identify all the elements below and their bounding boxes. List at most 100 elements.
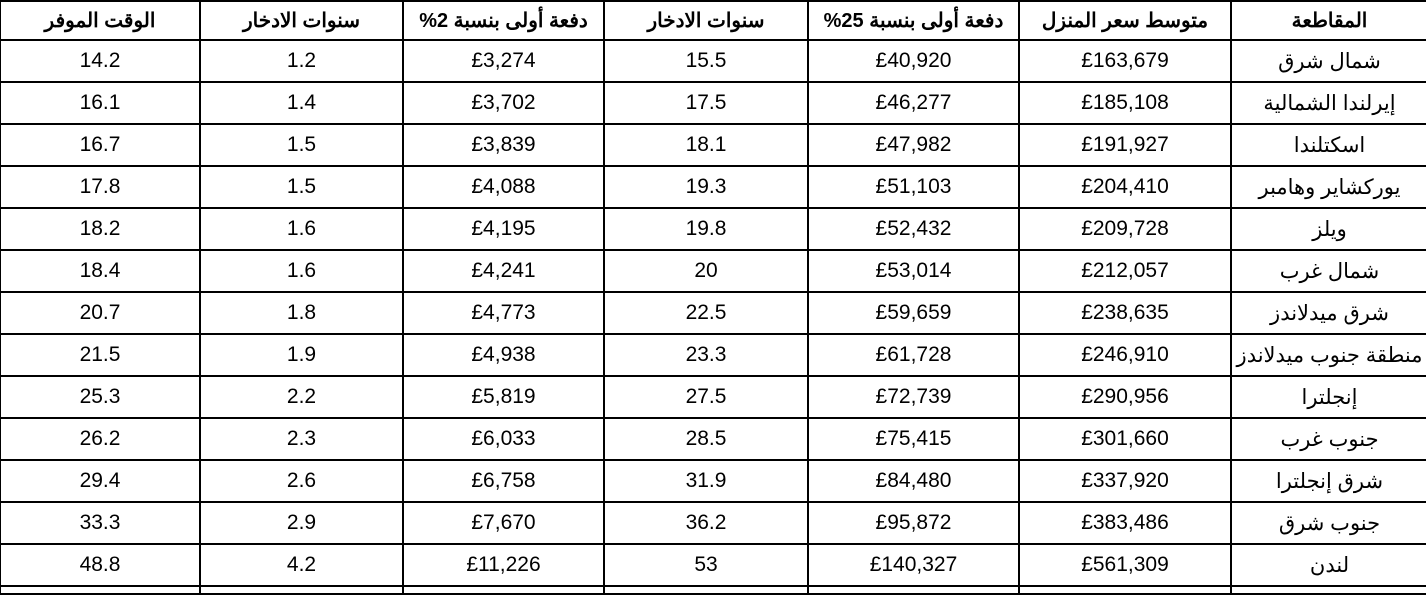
- cell-deposit-2: £4,241: [402, 249, 605, 293]
- cell-deposit-25: £47,982: [807, 123, 1020, 167]
- cell-saving-years-25: 53: [603, 543, 809, 587]
- cell-time-saved: 16.7: [0, 123, 201, 167]
- table-row: منطقة جنوب ميدلاندز £246,910 £61,728 23.3 £4…: [0, 333, 1426, 377]
- cell-region: شمال غرب: [1230, 249, 1426, 293]
- cell-avg-house-price: £209,728: [1018, 207, 1232, 251]
- cell-deposit-2: £3,702: [402, 81, 605, 125]
- cell-deposit-25: £46,277: [807, 81, 1020, 125]
- cell-deposit-2: £5,819: [402, 375, 605, 419]
- cell-deposit-2: £4,773: [402, 291, 605, 335]
- cell-saving-years-2: 1.4: [199, 81, 404, 125]
- cell-saving-years-2: 1.6: [199, 207, 404, 251]
- cell-deposit-25: £61,728: [807, 333, 1020, 377]
- cell-avg-house-price: £204,410: [1018, 165, 1232, 209]
- cell-deposit-2: £3,839: [402, 123, 605, 167]
- cell-empty: [1018, 585, 1232, 595]
- cell-saving-years-2: 2.6: [199, 459, 404, 503]
- cell-saving-years-25: 36.2: [603, 501, 809, 545]
- cell-deposit-25: £51,103: [807, 165, 1020, 209]
- cell-saving-years-2: 1.6: [199, 249, 404, 293]
- table-row: شرق إنجلترا £337,920 £84,480 31.9 £6,758 2.6 2…: [0, 459, 1426, 503]
- table-row: ويلز £209,728 £52,432 19.8 £4,195 1.6 18.2: [0, 207, 1426, 251]
- header-saving-years-25: سنوات الادخار: [603, 0, 809, 41]
- cell-empty: [0, 585, 201, 595]
- cell-avg-house-price: £185,108: [1018, 81, 1232, 125]
- cell-region: اسكتلندا: [1230, 123, 1426, 167]
- table-row: شرق ميدلاندز £238,635 £59,659 22.5 £4,773 1.8…: [0, 291, 1426, 335]
- cell-deposit-25: £53,014: [807, 249, 1020, 293]
- header-row: المقاطعة متوسط سعر المنزل دفعة أولى بنسبة …: [0, 0, 1426, 41]
- table-row: لندن £561,309 £140,327 53 £11,226 4.2 48.8: [0, 543, 1426, 587]
- cell-region: إيرلندا الشمالية: [1230, 81, 1426, 125]
- cell-deposit-2: £4,088: [402, 165, 605, 209]
- table-row: يوركشاير وهامبر £204,410 £51,103 19.3 £4,088…: [0, 165, 1426, 209]
- cell-saving-years-2: 1.9: [199, 333, 404, 377]
- cell-time-saved: 20.7: [0, 291, 201, 335]
- cell-deposit-2: £4,195: [402, 207, 605, 251]
- header-deposit-2: دفعة أولى بنسبة 2%: [402, 0, 605, 41]
- table-row-partial: [0, 585, 1426, 595]
- cell-saving-years-2: 1.5: [199, 165, 404, 209]
- cell-saving-years-25: 19.3: [603, 165, 809, 209]
- cell-region: جنوب شرق: [1230, 501, 1426, 545]
- cell-empty: [603, 585, 809, 595]
- cell-time-saved: 26.2: [0, 417, 201, 461]
- cell-empty: [807, 585, 1020, 595]
- cell-avg-house-price: £337,920: [1018, 459, 1232, 503]
- cell-saving-years-25: 15.5: [603, 39, 809, 83]
- cell-deposit-25: £75,415: [807, 417, 1020, 461]
- cell-region: منطقة جنوب ميدلاندز: [1230, 333, 1426, 377]
- cell-saving-years-25: 22.5: [603, 291, 809, 335]
- cell-deposit-2: £6,033: [402, 417, 605, 461]
- cell-saving-years-25: 17.5: [603, 81, 809, 125]
- cell-time-saved: 48.8: [0, 543, 201, 587]
- header-region: المقاطعة: [1230, 0, 1426, 41]
- cell-region: شرق ميدلاندز: [1230, 291, 1426, 335]
- cell-time-saved: 29.4: [0, 459, 201, 503]
- cell-deposit-25: £140,327: [807, 543, 1020, 587]
- cell-region: جنوب غرب: [1230, 417, 1426, 461]
- header-saving-years-2: سنوات الادخار: [199, 0, 404, 41]
- table-row: اسكتلندا £191,927 £47,982 18.1 £3,839 1.5 16.7: [0, 123, 1426, 167]
- cell-time-saved: 16.1: [0, 81, 201, 125]
- cell-saving-years-25: 19.8: [603, 207, 809, 251]
- cell-region: لندن: [1230, 543, 1426, 587]
- cell-time-saved: 33.3: [0, 501, 201, 545]
- cell-region: شرق إنجلترا: [1230, 459, 1426, 503]
- cell-avg-house-price: £238,635: [1018, 291, 1232, 335]
- cell-avg-house-price: £383,486: [1018, 501, 1232, 545]
- cell-saving-years-25: 23.3: [603, 333, 809, 377]
- cell-saving-years-2: 4.2: [199, 543, 404, 587]
- table-row: إنجلترا £290,956 £72,739 27.5 £5,819 2.2 25.3: [0, 375, 1426, 419]
- header-time-saved: الوقت الموفر: [0, 0, 201, 41]
- cell-time-saved: 18.4: [0, 249, 201, 293]
- cell-deposit-25: £59,659: [807, 291, 1020, 335]
- cell-deposit-25: £84,480: [807, 459, 1020, 503]
- cell-avg-house-price: £290,956: [1018, 375, 1232, 419]
- cell-time-saved: 14.2: [0, 39, 201, 83]
- cell-empty: [402, 585, 605, 595]
- header-deposit-25: دفعة أولى بنسبة 25%: [807, 0, 1020, 41]
- cell-deposit-2: £3,274: [402, 39, 605, 83]
- cell-avg-house-price: £191,927: [1018, 123, 1232, 167]
- cell-time-saved: 21.5: [0, 333, 201, 377]
- cell-saving-years-25: 28.5: [603, 417, 809, 461]
- table-row: جنوب شرق £383,486 £95,872 36.2 £7,670 2.9 33.3: [0, 501, 1426, 545]
- cell-deposit-25: £52,432: [807, 207, 1020, 251]
- cell-deposit-25: £72,739: [807, 375, 1020, 419]
- cell-deposit-2: £4,938: [402, 333, 605, 377]
- cell-saving-years-25: 27.5: [603, 375, 809, 419]
- cell-saving-years-2: 2.3: [199, 417, 404, 461]
- cell-saving-years-2: 1.5: [199, 123, 404, 167]
- cell-saving-years-25: 18.1: [603, 123, 809, 167]
- cell-region: إنجلترا: [1230, 375, 1426, 419]
- cell-deposit-2: £7,670: [402, 501, 605, 545]
- cell-region: ويلز: [1230, 207, 1426, 251]
- cell-saving-years-25: 20: [603, 249, 809, 293]
- cell-saving-years-25: 31.9: [603, 459, 809, 503]
- cell-deposit-25: £40,920: [807, 39, 1020, 83]
- cell-empty: [199, 585, 404, 595]
- cell-avg-house-price: £212,057: [1018, 249, 1232, 293]
- cell-saving-years-2: 2.2: [199, 375, 404, 419]
